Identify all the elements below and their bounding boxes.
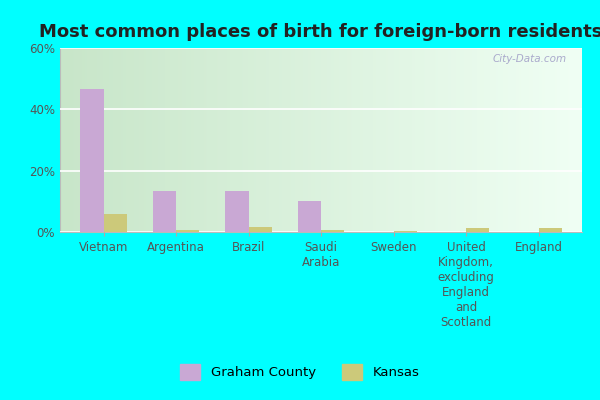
Legend: Graham County, Kansas: Graham County, Kansas bbox=[175, 359, 425, 386]
Bar bbox=[321, 230, 344, 232]
Bar bbox=[539, 228, 562, 232]
Bar bbox=[226, 190, 248, 232]
Bar bbox=[176, 230, 199, 232]
Bar bbox=[80, 89, 104, 232]
Bar bbox=[104, 214, 127, 232]
Bar bbox=[394, 231, 417, 232]
Bar bbox=[248, 227, 272, 232]
Text: City-Data.com: City-Data.com bbox=[492, 54, 566, 64]
Bar bbox=[466, 228, 489, 232]
Bar bbox=[298, 201, 321, 232]
Title: Most common places of birth for foreign-born residents: Most common places of birth for foreign-… bbox=[40, 23, 600, 41]
Bar bbox=[153, 190, 176, 232]
